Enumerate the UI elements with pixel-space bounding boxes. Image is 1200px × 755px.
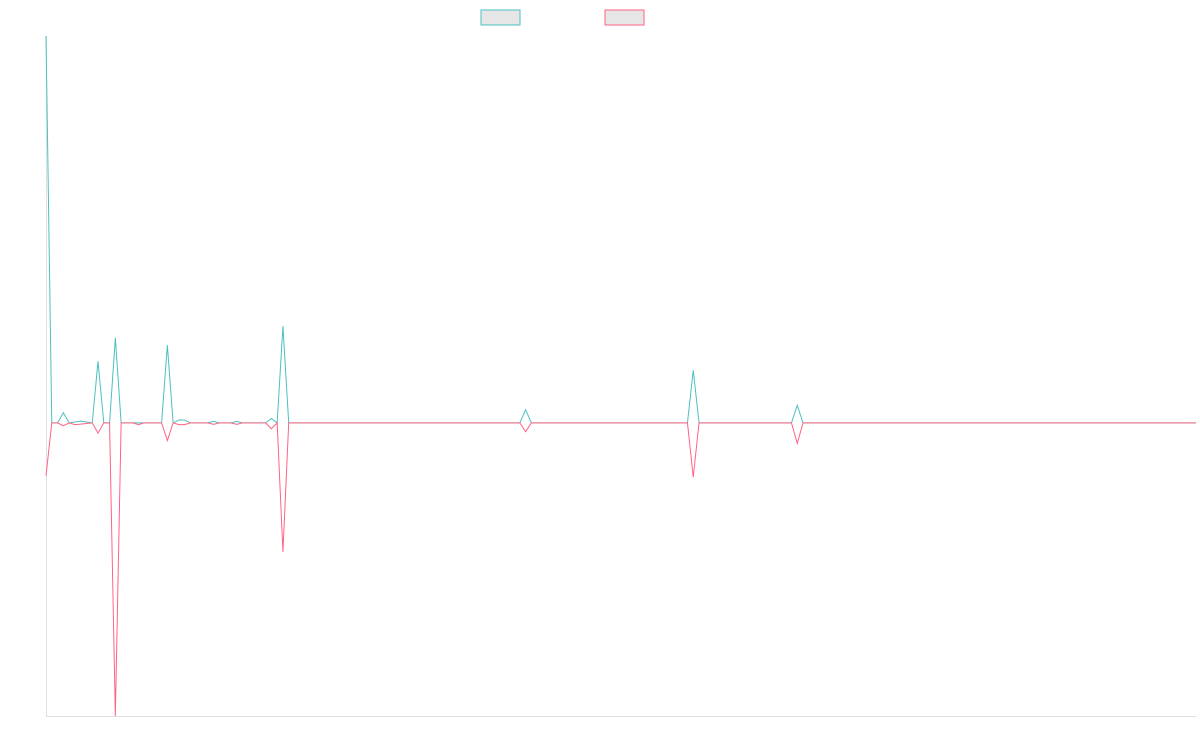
legend-swatch-series-2[interactable]: [604, 9, 645, 26]
series-line-1: [45, 35, 1196, 424]
legend[interactable]: [480, 9, 645, 26]
series-line-2: [45, 421, 1196, 717]
series-layer: [45, 35, 1196, 717]
axes: [46, 36, 1196, 717]
legend-swatch-series-1[interactable]: [480, 9, 521, 26]
